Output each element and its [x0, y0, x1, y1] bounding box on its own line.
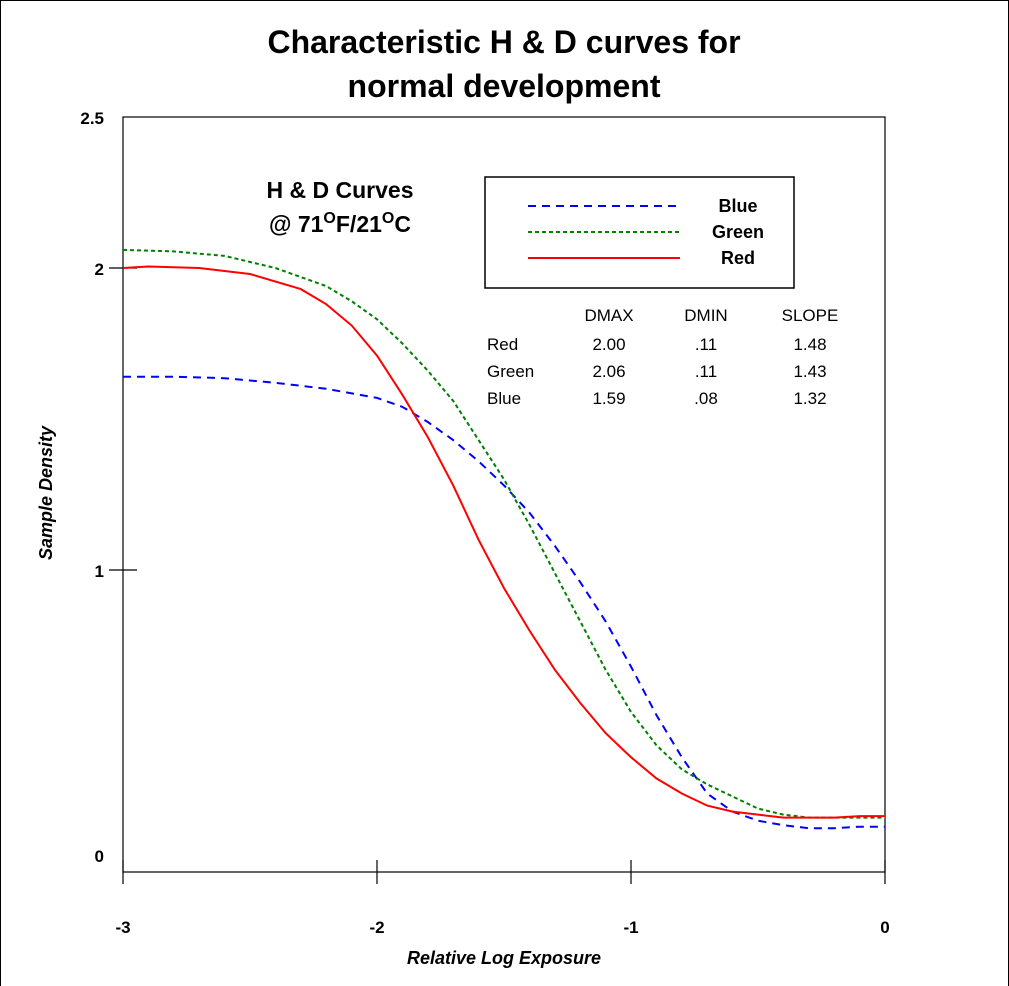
series-line-blue	[123, 375, 885, 830]
y-tick-label: 1	[95, 562, 104, 581]
table-cell: 1.59	[592, 389, 625, 408]
y-tick-label: 0	[95, 847, 104, 866]
stats-table: DMAX DMIN SLOPE Red 2.00 .11 1.48 Green 2.06 .11 1…	[487, 306, 838, 408]
x-tick-label: -2	[369, 918, 384, 937]
table-row-label: Red	[487, 335, 518, 354]
table-header: DMAX	[584, 306, 633, 325]
table-row-label: Green	[487, 362, 534, 381]
series-group	[122, 248, 885, 830]
annotation-degree-1: O	[323, 210, 335, 227]
annotation-line-2: @ 71OF/21OC	[269, 210, 411, 237]
table-cell: .11	[695, 335, 717, 354]
x-tick-label: 0	[880, 918, 889, 937]
series-line-red	[122, 265, 885, 819]
legend-label-red: Red	[721, 248, 755, 268]
legend-label-green: Green	[712, 222, 764, 242]
legend: Blue Green Red	[528, 196, 764, 268]
annotation-line-1: H & D Curves	[267, 177, 414, 203]
plot-area	[122, 116, 886, 873]
annotation-part-2: F/21	[336, 211, 382, 237]
x-tick-label: -1	[623, 918, 638, 937]
x-axis-label: Relative Log Exposure	[407, 948, 601, 968]
chart-title-line-2: normal development	[348, 68, 661, 104]
annotation-part-3: C	[394, 211, 411, 237]
table-header: SLOPE	[782, 306, 839, 325]
x-tick-label: -3	[115, 918, 130, 937]
y-tick-label: 2.5	[80, 109, 104, 128]
x-axis-ticks: -3 -2 -1 0	[115, 860, 890, 937]
annotation-degree-2: O	[382, 210, 394, 227]
table-cell: 2.06	[592, 362, 625, 381]
table-cell: 2.00	[592, 335, 625, 354]
table-cell: 1.43	[793, 362, 826, 381]
y-axis-ticks: 0 1 2 2.5	[80, 109, 137, 866]
table-cell: 1.48	[793, 335, 826, 354]
table-header: DMIN	[684, 306, 727, 325]
table-cell: 1.32	[793, 389, 826, 408]
table-cell: .08	[694, 389, 718, 408]
y-axis-label: Sample Density	[36, 425, 56, 560]
table-cell: .11	[695, 362, 717, 381]
legend-label-blue: Blue	[718, 196, 757, 216]
y-tick-label: 2	[95, 260, 104, 279]
table-row-label: Blue	[487, 389, 521, 408]
annotation-part-1: @ 71	[269, 211, 324, 237]
series-line-green	[122, 248, 885, 819]
chart-title-line-1: Characteristic H & D curves for	[267, 24, 740, 60]
